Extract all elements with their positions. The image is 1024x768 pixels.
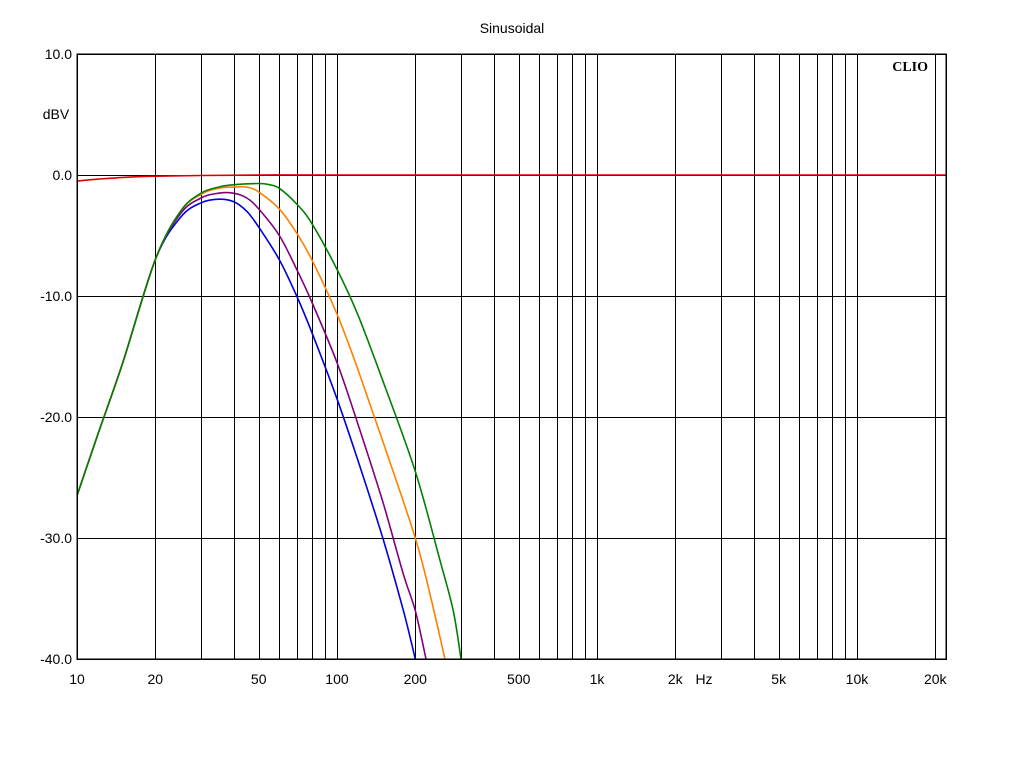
x-tick-label: 5k (771, 671, 787, 687)
x-tick-label: 200 (404, 671, 428, 687)
x-tick-label: 1k (590, 671, 606, 687)
y-tick-label: -40.0 (40, 651, 72, 667)
series-line-4 (77, 185, 446, 659)
y-tick-label: -20.0 (40, 409, 72, 425)
grid-lines (77, 54, 946, 659)
series-layer (77, 174, 946, 659)
plot-frame (76, 53, 947, 660)
series-line-3 (77, 191, 427, 659)
y-axis-label: dBV (43, 106, 70, 122)
x-tick-label: 20 (147, 671, 163, 687)
x-tick-label: 500 (507, 671, 531, 687)
y-tick-label: 10.0 (45, 46, 72, 62)
y-tick-label: 0.0 (53, 167, 73, 183)
x-tick-label: 50 (251, 671, 267, 687)
y-tick-label: -10.0 (40, 288, 72, 304)
x-tick-labels: 10 20 50 100 200 500 1k 2k 5k 10k 20k (69, 671, 947, 687)
series-line-1 (77, 174, 946, 182)
series-line-2 (77, 198, 417, 659)
clio-brand-label: CLIO (892, 60, 928, 75)
x-tick-label: 20k (924, 671, 948, 687)
series-line-5 (77, 182, 462, 659)
y-tick-label: -30.0 (40, 530, 72, 546)
chart-title: Sinusoidal (480, 20, 545, 36)
x-axis-label: Hz (695, 671, 712, 687)
x-tick-label: 100 (325, 671, 349, 687)
x-tick-label: 2k (668, 671, 684, 687)
x-tick-label: 10 (69, 671, 85, 687)
x-tick-label: 10k (846, 671, 870, 687)
y-tick-labels: 10.0 0.0 -10.0 -20.0 -30.0 -40.0 (40, 46, 72, 667)
